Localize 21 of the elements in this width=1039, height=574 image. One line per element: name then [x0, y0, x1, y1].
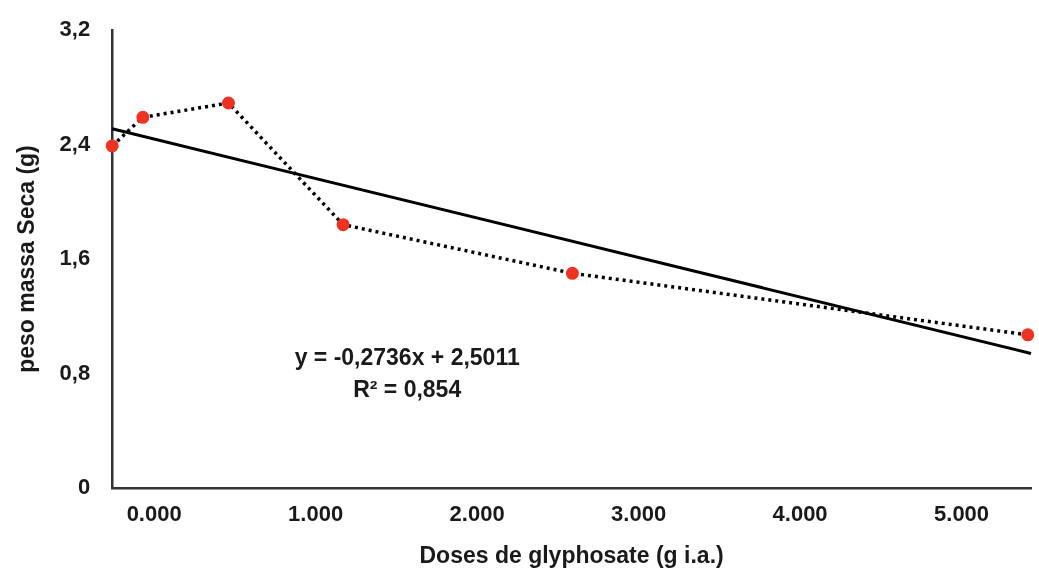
annotation: R² = 0,854 [353, 376, 462, 402]
y-tick-label: 0 [77, 474, 91, 500]
annotation: y = -0,2736x + 2,5011 [294, 344, 520, 370]
point [565, 266, 579, 280]
point [136, 110, 150, 124]
y-tick-label: 1,6 [59, 245, 91, 271]
y-tick-label: 0,8 [59, 359, 91, 385]
y-axis-title: peso massa Seca (g) [13, 145, 40, 373]
x-tick-label: 4.000 [772, 501, 828, 527]
x-tick-label: 3.000 [611, 501, 667, 527]
x-axis-title: Doses de glyphosate (g i.a.) [419, 541, 724, 568]
x-tick-label: 1.000 [288, 501, 344, 527]
y-tick-label: 3,2 [59, 16, 91, 42]
point [336, 218, 350, 232]
x-tick-label: 0.000 [126, 501, 182, 527]
y-tick-label: 2,4 [59, 130, 91, 156]
point [1021, 328, 1035, 342]
x-tick-label: 2.000 [449, 501, 505, 527]
point [105, 139, 119, 153]
point [221, 96, 235, 110]
x-tick-label: 5.000 [934, 501, 990, 527]
